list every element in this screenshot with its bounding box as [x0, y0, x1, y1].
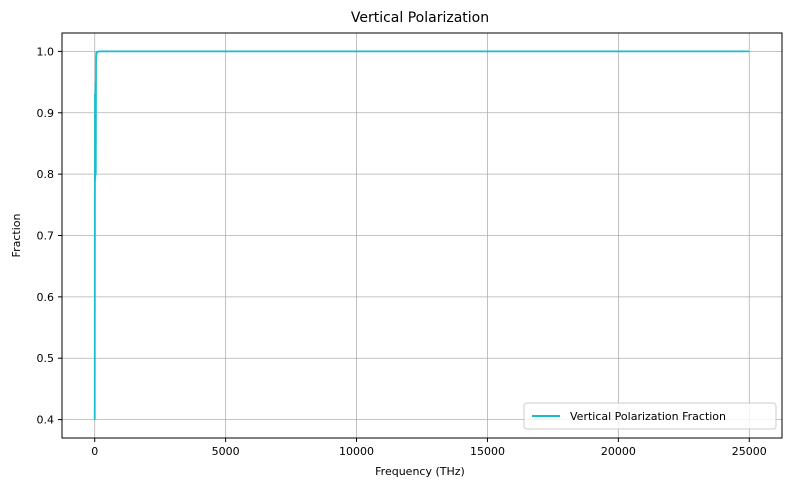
- x-tick-label: 0: [91, 445, 98, 458]
- x-tick-label: 20000: [601, 445, 636, 458]
- x-axis-ticks: 0 5000 10000 15000 20000 25000: [91, 438, 767, 458]
- x-tick-label: 25000: [732, 445, 767, 458]
- series-lines: [93, 50, 750, 420]
- y-tick-label: 0.9: [37, 107, 55, 120]
- x-tick-label: 10000: [339, 445, 374, 458]
- x-tick-label: 5000: [212, 445, 240, 458]
- x-tick-label: 15000: [470, 445, 505, 458]
- y-tick-label: 0.5: [37, 352, 55, 365]
- y-tick-label: 0.6: [37, 291, 55, 304]
- x-axis-label: Frequency (THz): [375, 465, 465, 478]
- legend-label: Vertical Polarization Fraction: [570, 410, 726, 423]
- chart-title: Vertical Polarization: [351, 10, 489, 26]
- legend: Vertical Polarization Fraction: [523, 402, 777, 430]
- y-tick-label: 1.0: [37, 45, 55, 58]
- y-axis-label: Fraction: [10, 214, 23, 258]
- y-axis-ticks: 0.4 0.5 0.6 0.7 0.8 0.9 1.0: [37, 45, 62, 427]
- series-line: [93, 50, 750, 420]
- y-tick-label: 0.7: [37, 230, 55, 243]
- y-tick-label: 0.8: [37, 168, 55, 181]
- y-tick-label: 0.4: [37, 414, 55, 427]
- legend-box: [523, 402, 777, 430]
